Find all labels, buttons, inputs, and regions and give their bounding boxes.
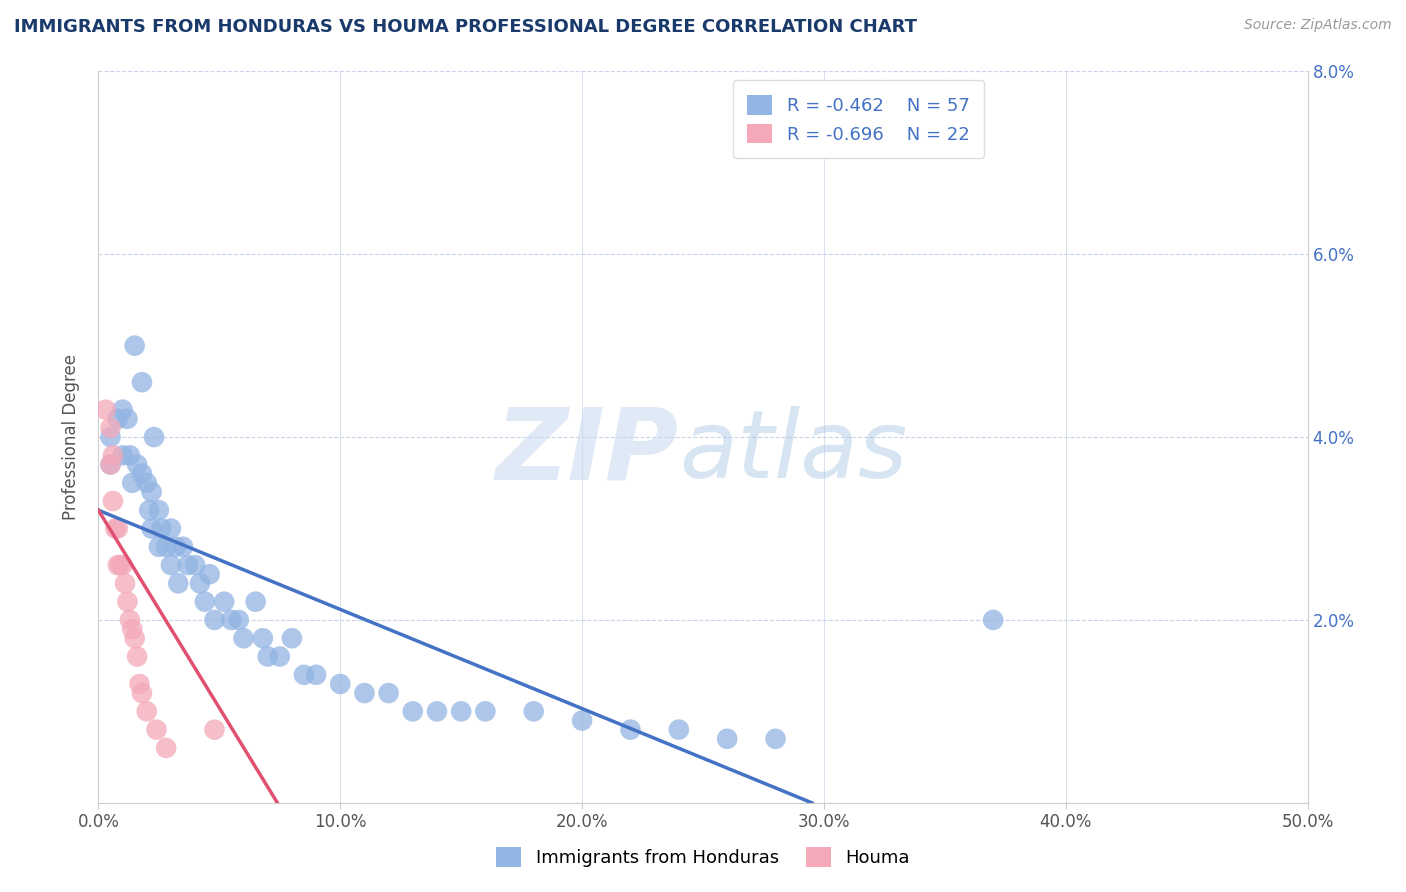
Point <box>281 632 304 646</box>
Point <box>114 576 136 591</box>
Point <box>204 613 226 627</box>
Point <box>981 613 1004 627</box>
Point <box>523 705 546 719</box>
Point <box>377 686 399 700</box>
Point <box>765 731 787 746</box>
Point <box>100 430 122 444</box>
Point <box>124 632 146 646</box>
Point <box>188 576 211 591</box>
Point <box>165 540 187 554</box>
Legend: R = -0.462    N = 57, R = -0.696    N = 22: R = -0.462 N = 57, R = -0.696 N = 22 <box>733 80 984 158</box>
Point <box>619 723 641 737</box>
Point <box>426 705 449 719</box>
Y-axis label: Professional Degree: Professional Degree <box>62 354 80 520</box>
Point <box>160 558 183 573</box>
Point <box>118 613 141 627</box>
Point <box>131 686 153 700</box>
Point <box>107 521 129 535</box>
Point <box>150 521 173 535</box>
Point <box>184 558 207 573</box>
Point <box>155 540 177 554</box>
Point <box>172 540 194 554</box>
Point <box>143 430 166 444</box>
Text: ZIP: ZIP <box>496 403 679 500</box>
Point <box>148 503 170 517</box>
Point <box>107 558 129 573</box>
Point <box>668 723 690 737</box>
Point <box>221 613 243 627</box>
Point <box>305 667 328 681</box>
Point <box>155 740 177 755</box>
Point <box>100 458 122 472</box>
Point <box>108 558 131 573</box>
Point <box>138 503 160 517</box>
Point <box>204 723 226 737</box>
Point <box>571 714 593 728</box>
Point <box>135 475 157 490</box>
Point <box>194 595 217 609</box>
Point <box>128 677 150 691</box>
Point <box>198 567 221 582</box>
Point <box>228 613 250 627</box>
Point <box>100 421 122 435</box>
Point <box>256 649 278 664</box>
Point <box>111 558 134 573</box>
Point <box>329 677 352 691</box>
Point <box>148 540 170 554</box>
Point <box>450 705 472 719</box>
Point <box>104 521 127 535</box>
Point <box>167 576 190 591</box>
Point <box>118 449 141 463</box>
Point <box>141 521 163 535</box>
Point <box>141 485 163 500</box>
Point <box>107 412 129 426</box>
Point <box>121 622 143 636</box>
Point <box>121 475 143 490</box>
Point <box>177 558 200 573</box>
Point <box>716 731 738 746</box>
Point <box>232 632 254 646</box>
Text: Source: ZipAtlas.com: Source: ZipAtlas.com <box>1244 18 1392 32</box>
Point <box>117 412 139 426</box>
Point <box>135 705 157 719</box>
Point <box>160 521 183 535</box>
Point <box>101 494 124 508</box>
Point <box>269 649 291 664</box>
Point <box>127 649 149 664</box>
Text: atlas: atlas <box>679 406 907 497</box>
Point <box>94 402 117 417</box>
Point <box>111 449 134 463</box>
Point <box>353 686 375 700</box>
Point <box>127 458 149 472</box>
Point <box>402 705 425 719</box>
Text: IMMIGRANTS FROM HONDURAS VS HOUMA PROFESSIONAL DEGREE CORRELATION CHART: IMMIGRANTS FROM HONDURAS VS HOUMA PROFES… <box>14 18 917 36</box>
Point <box>131 376 153 390</box>
Point <box>101 449 124 463</box>
Point <box>252 632 274 646</box>
Point <box>100 458 122 472</box>
Point <box>145 723 167 737</box>
Point <box>474 705 496 719</box>
Point <box>292 667 315 681</box>
Point <box>124 338 146 352</box>
Point <box>245 595 267 609</box>
Point <box>212 595 235 609</box>
Point <box>131 467 153 481</box>
Point <box>117 595 139 609</box>
Point <box>111 402 134 417</box>
Legend: Immigrants from Honduras, Houma: Immigrants from Honduras, Houma <box>489 839 917 874</box>
